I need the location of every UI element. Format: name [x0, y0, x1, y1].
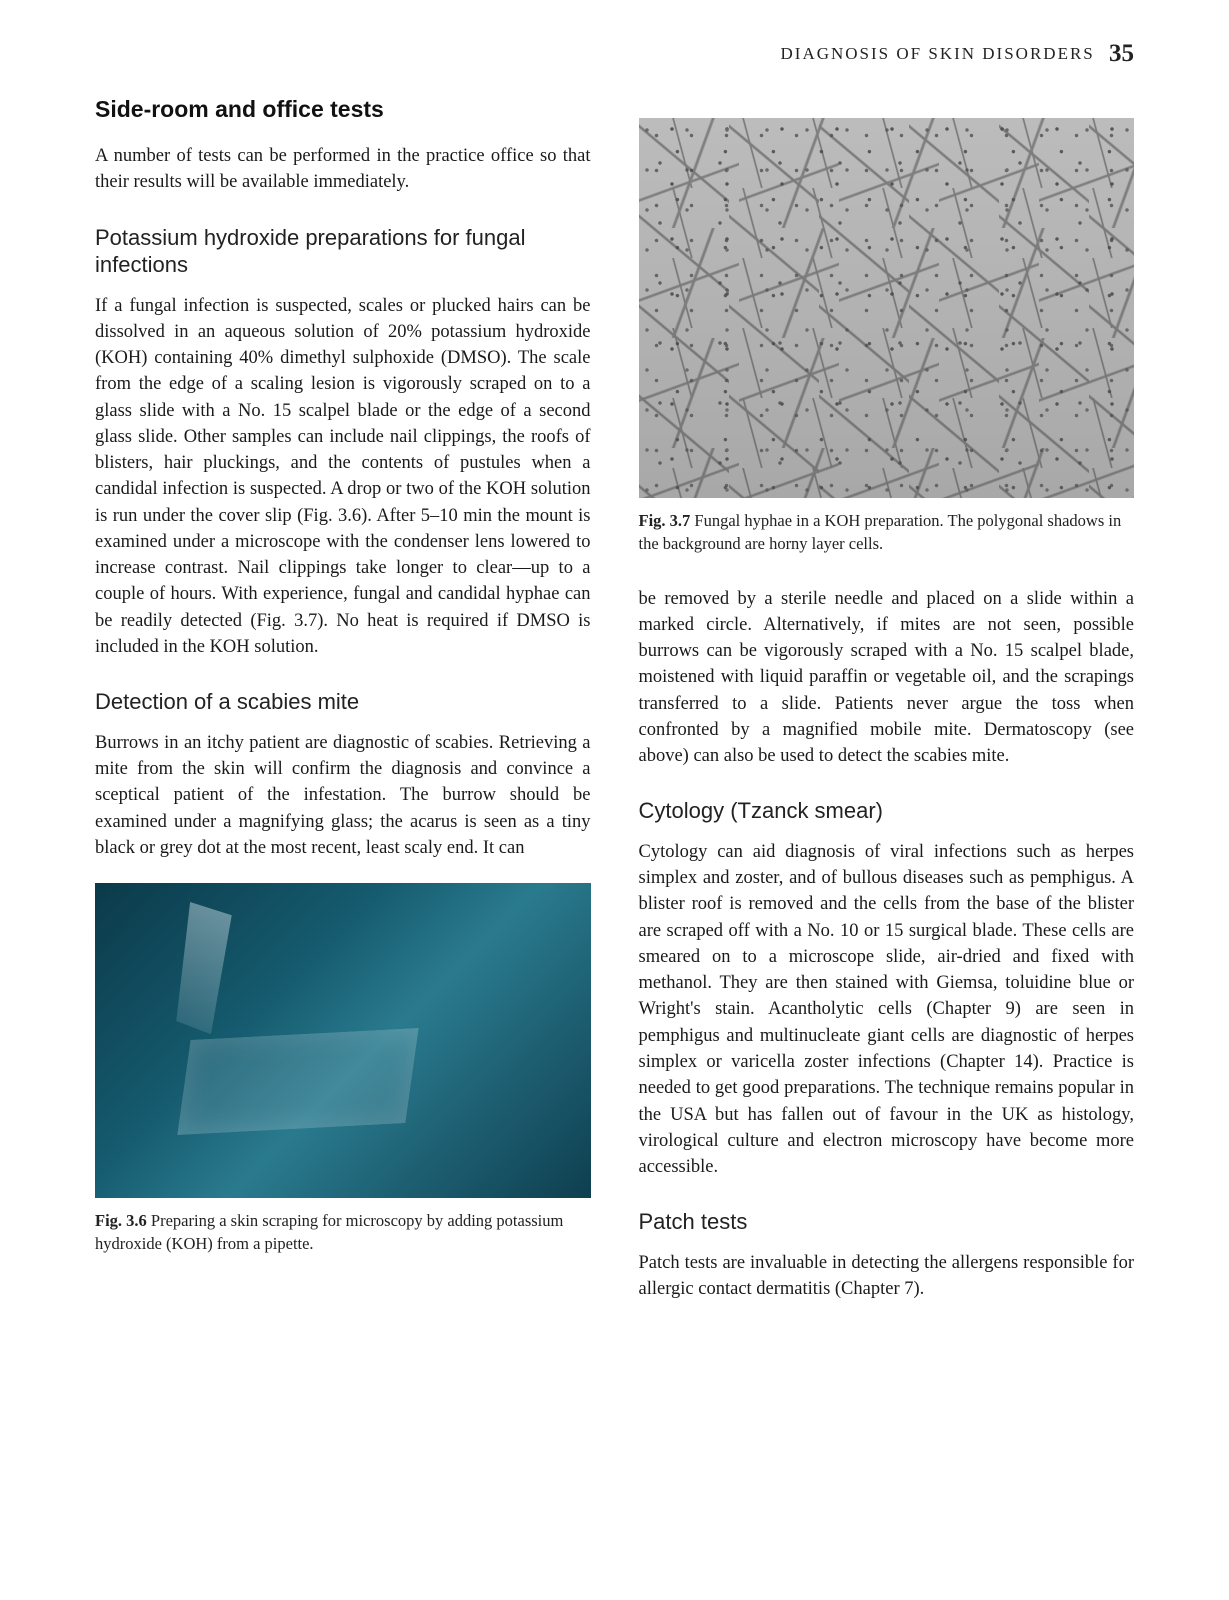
- subsection-heading-cytology: Cytology (Tzanck smear): [639, 797, 1135, 825]
- subsection-heading-scabies: Detection of a scabies mite: [95, 688, 591, 716]
- cytology-paragraph: Cytology can aid diagnosis of viral infe…: [639, 839, 1135, 1180]
- subsection-heading-koh: Potassium hydroxide preparations for fun…: [95, 224, 591, 279]
- scabies-paragraph: Burrows in an itchy patient are diagnost…: [95, 730, 591, 861]
- figure-3-6-caption-text: Preparing a skin scraping for microscopy…: [95, 1211, 563, 1253]
- koh-paragraph: If a fungal infection is suspected, scal…: [95, 293, 591, 661]
- figure-3-7: Fig. 3.7 Fungal hyphae in a KOH preparat…: [639, 118, 1135, 556]
- figure-3-6-caption: Fig. 3.6 Preparing a skin scraping for m…: [95, 1210, 591, 1256]
- right-column: Fig. 3.7 Fungal hyphae in a KOH preparat…: [639, 96, 1135, 1316]
- figure-3-7-caption-text: Fungal hyphae in a KOH preparation. The …: [639, 511, 1122, 553]
- patch-paragraph: Patch tests are invaluable in detecting …: [639, 1250, 1135, 1303]
- figure-3-6-image: [95, 883, 591, 1198]
- figure-3-7-number: Fig. 3.7: [639, 511, 691, 530]
- subsection-heading-patch: Patch tests: [639, 1208, 1135, 1236]
- two-column-layout: Side-room and office tests A number of t…: [95, 96, 1134, 1316]
- page-number: 35: [1109, 40, 1134, 67]
- intro-paragraph: A number of tests can be performed in th…: [95, 143, 591, 196]
- figure-3-7-caption: Fig. 3.7 Fungal hyphae in a KOH preparat…: [639, 510, 1135, 556]
- figure-3-6: Fig. 3.6 Preparing a skin scraping for m…: [95, 883, 591, 1256]
- left-column: Side-room and office tests A number of t…: [95, 96, 591, 1316]
- running-head: DIAGNOSIS OF SKIN DISORDERS 35: [95, 40, 1134, 68]
- section-heading: Side-room and office tests: [95, 96, 591, 123]
- scabies-continuation-paragraph: be removed by a sterile needle and place…: [639, 586, 1135, 770]
- figure-3-7-image: [639, 118, 1135, 498]
- running-title: DIAGNOSIS OF SKIN DISORDERS: [781, 44, 1095, 63]
- figure-3-6-number: Fig. 3.6: [95, 1211, 147, 1230]
